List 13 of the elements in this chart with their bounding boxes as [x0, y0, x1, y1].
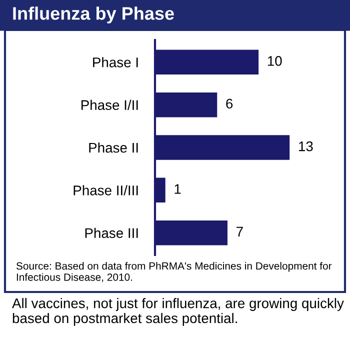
data-label: 6	[226, 98, 233, 109]
y-tick-label: Phase I/II	[81, 100, 138, 110]
y-tick-label: Phase I	[93, 57, 138, 68]
data-label: 13	[299, 141, 313, 152]
data-label: 7	[236, 226, 243, 236]
y-tick-label: Phase III	[85, 228, 138, 238]
data-label: 10	[268, 56, 282, 66]
source-note: Source: Based on data from PhRMA's Medicines in Development for Infectious Disease, 2010.	[16, 262, 332, 282]
y-tick-label: Phase II/III	[74, 185, 138, 196]
y-tick-label: Phase II	[89, 142, 138, 153]
chart-title: Influenza by Phase	[13, 6, 174, 24]
data-label: 1	[174, 184, 181, 194]
text: All vaccines, not just for influenza, are growing quickly based on postmarket sales potential.	[12, 298, 344, 326]
